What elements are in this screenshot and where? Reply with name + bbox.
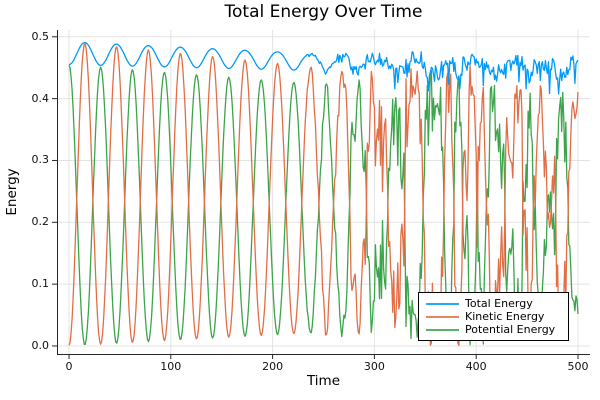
y-axis-label: Energy [4, 168, 20, 216]
x-tick-label: 500 [567, 360, 589, 373]
y-tick-label: 0.0 [31, 338, 50, 352]
kinetic-energy-line-swatch [426, 315, 459, 318]
total-energy-line [68, 41, 579, 95]
x-tick-label: 400 [465, 360, 487, 373]
y-tick-label: 0.1 [31, 277, 50, 291]
legend-item-potential-energy: Potential Energy [426, 323, 562, 336]
x-tick-label: 200 [262, 360, 284, 373]
total-energy-line-swatch [426, 302, 459, 305]
legend-label-kinetic-energy: Kinetic Energy [465, 310, 545, 323]
legend-item-kinetic-energy: Kinetic Energy [426, 310, 562, 323]
x-tick-label: 300 [363, 360, 385, 373]
y-tick-label: 0.2 [31, 215, 50, 229]
legend: Total Energy Kinetic Energy Potential En… [418, 292, 569, 341]
legend-item-total-energy: Total Energy [426, 297, 562, 310]
y-tick-label: 0.5 [31, 29, 50, 43]
potential-energy-line-swatch [426, 328, 459, 331]
y-tick-label: 0.4 [31, 91, 50, 105]
x-tick-label: 100 [160, 360, 182, 373]
y-tick-label: 0.3 [31, 153, 50, 167]
potential-energy-line [68, 64, 579, 346]
legend-label-total-energy: Total Energy [465, 297, 533, 310]
legend-label-potential-energy: Potential Energy [465, 323, 556, 336]
x-axis-label: Time [306, 373, 341, 389]
x-tick-label: 0 [65, 360, 73, 373]
chart-title: Total Energy Over Time [224, 2, 423, 22]
